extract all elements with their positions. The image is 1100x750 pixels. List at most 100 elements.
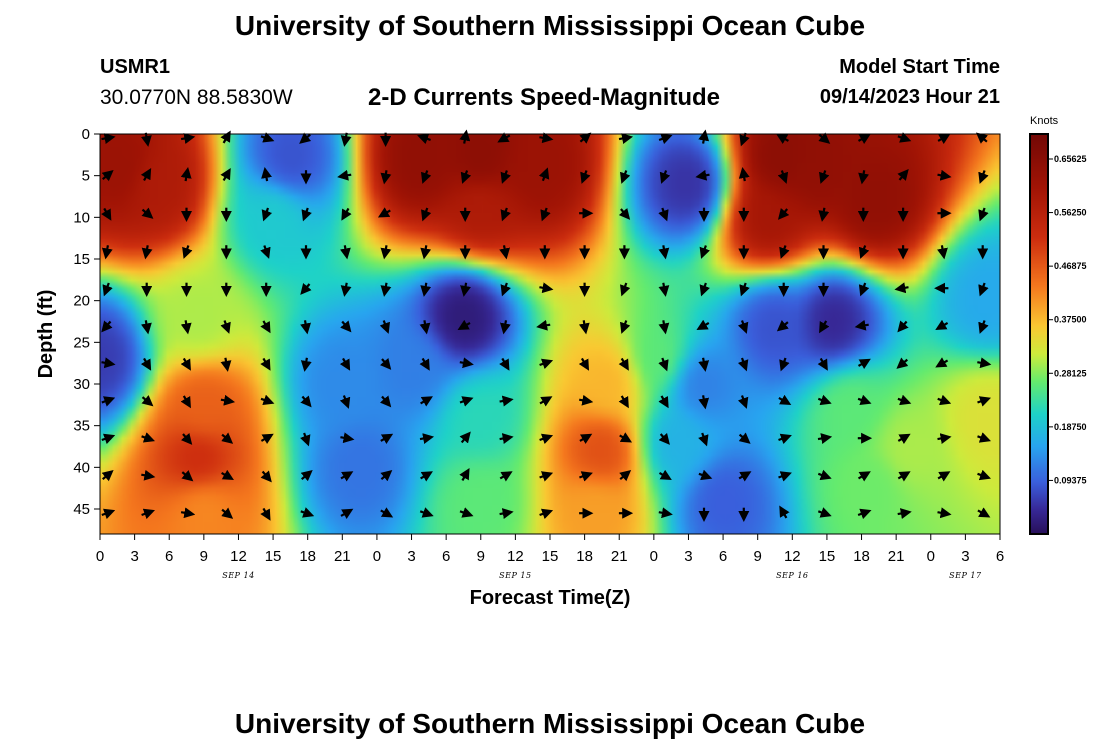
current-vector-arrow xyxy=(420,245,432,260)
x-tick-label: 18 xyxy=(853,548,870,565)
colorbar: Knots 0.65625 0.56250 0.46875 0.37500 0.2812… xyxy=(1029,115,1087,535)
current-vector-arrow xyxy=(978,170,989,184)
colorbar-frame xyxy=(1029,133,1049,535)
date-label: SEP 14 xyxy=(222,571,254,580)
current-vector-arrow xyxy=(818,207,830,222)
current-vector-arrow xyxy=(220,357,232,372)
current-vector-arrow xyxy=(141,395,154,407)
current-vector-arrow xyxy=(301,207,312,222)
current-vector-arrow xyxy=(778,471,792,482)
x-tick-label: 12 xyxy=(230,548,247,565)
current-vector-arrow xyxy=(140,320,152,335)
x-tick-label: 9 xyxy=(754,548,762,565)
current-vector-arrow xyxy=(499,320,511,335)
current-vector-arrow xyxy=(777,207,790,220)
current-vector-arrow xyxy=(779,505,790,519)
current-vector-arrow xyxy=(977,357,992,369)
current-vector-arrow xyxy=(897,471,911,482)
current-vector-arrow xyxy=(897,394,912,406)
current-vector-arrow xyxy=(300,320,311,335)
current-vector-arrow xyxy=(698,129,710,144)
current-vector-arrow xyxy=(499,471,513,482)
current-vector-arrow xyxy=(101,508,116,520)
current-vector-arrow xyxy=(260,245,271,259)
current-vector-arrow xyxy=(220,320,231,334)
current-vector-arrow xyxy=(140,357,152,371)
current-vector-arrow xyxy=(578,320,590,335)
current-vector-arrow xyxy=(578,357,590,371)
current-vector-arrow xyxy=(977,507,991,518)
current-vector-arrow xyxy=(417,133,431,145)
x-tick-label: 3 xyxy=(130,548,138,565)
y-tick-label: 5 xyxy=(82,168,90,185)
current-vector-arrow xyxy=(857,358,871,370)
current-vector-arrow xyxy=(658,133,673,145)
x-tick-label: 3 xyxy=(961,548,969,565)
current-vector-arrow xyxy=(538,167,550,182)
current-vector-arrow xyxy=(457,319,471,331)
colorbar-tick-label: 0.09375 xyxy=(1054,475,1087,485)
current-vector-arrow xyxy=(459,396,474,407)
current-vector-arrow xyxy=(658,469,672,481)
x-tick-label: 15 xyxy=(819,548,836,565)
y-tick-label: 35 xyxy=(73,418,90,435)
current-vector-arrow xyxy=(897,320,909,333)
current-vector-arrow xyxy=(141,207,154,219)
current-vector-arrow xyxy=(339,357,351,371)
current-vector-arrow xyxy=(857,471,871,482)
current-vector-arrow xyxy=(221,469,234,481)
current-vector-arrow xyxy=(101,245,113,260)
current-vector-arrow xyxy=(260,357,271,371)
current-vector-arrow xyxy=(260,433,274,445)
x-axis-label: Forecast Time(Z) xyxy=(470,587,631,609)
current-vector-arrow xyxy=(658,245,670,260)
current-vector-arrow xyxy=(894,282,909,294)
current-vector-arrow xyxy=(739,282,750,297)
current-vector-arrow xyxy=(180,507,196,519)
current-vector-arrow xyxy=(421,170,432,184)
colorbar-tick-label: 0.28125 xyxy=(1054,368,1087,378)
current-vector-arrow xyxy=(459,129,471,144)
current-vector-arrow xyxy=(379,320,390,334)
current-vector-arrow xyxy=(817,433,833,444)
current-vector-arrow xyxy=(935,357,949,368)
current-vector-arrow xyxy=(737,357,749,372)
current-vector-arrow xyxy=(180,432,193,445)
y-tick-label: 40 xyxy=(73,459,90,476)
x-tick-label: 12 xyxy=(784,548,801,565)
current-vector-arrow xyxy=(499,433,514,444)
model-start-label: Model Start Time xyxy=(839,56,1000,78)
current-vector-arrow xyxy=(459,431,471,444)
model-start-value: 09/14/2023 Hour 21 xyxy=(819,86,1000,108)
colorbar-gradient xyxy=(1030,134,1048,534)
x-tick-label: 0 xyxy=(650,548,658,565)
y-tick-label: 25 xyxy=(73,334,90,351)
x-tick-label: 0 xyxy=(373,548,381,565)
current-vector-arrow xyxy=(499,508,514,519)
current-vector-arrow xyxy=(858,170,870,185)
current-vector-arrow xyxy=(141,245,153,260)
current-vector-arrow xyxy=(180,320,192,335)
current-vector-arrow xyxy=(658,320,670,335)
current-vector-arrow xyxy=(419,320,431,335)
current-vector-arrow xyxy=(220,168,231,181)
current-vector-arrow xyxy=(698,432,709,447)
current-vector-arrow xyxy=(101,169,114,182)
y-tick-label: 45 xyxy=(73,501,90,518)
current-vector-arrow xyxy=(341,207,352,221)
current-vector-arrow xyxy=(539,282,554,294)
x-tick-label: 12 xyxy=(507,548,524,565)
current-vector-arrow xyxy=(380,282,392,297)
current-vector-arrow xyxy=(300,432,311,447)
current-vector-arrow xyxy=(978,282,989,297)
current-vector-arrow xyxy=(539,433,554,445)
current-vector-arrow xyxy=(420,396,433,407)
current-vector-arrow xyxy=(101,320,113,333)
current-vector-arrow xyxy=(658,395,669,409)
current-vector-arrow xyxy=(618,133,634,144)
current-vector-arrow xyxy=(420,471,433,482)
current-vector-arrow xyxy=(937,433,952,444)
current-vector-arrow xyxy=(858,245,870,259)
current-vector-arrow xyxy=(658,507,673,519)
current-vector-arrow xyxy=(817,507,832,518)
